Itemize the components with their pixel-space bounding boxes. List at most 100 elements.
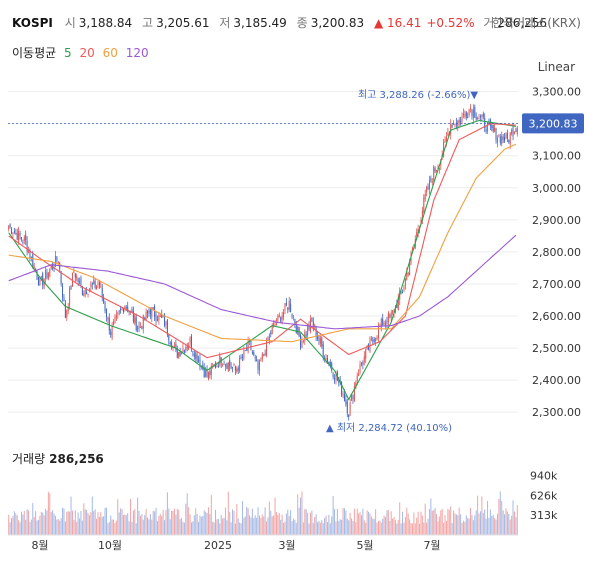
volume-bar [63, 508, 65, 535]
candle-body [168, 334, 170, 341]
candle-body [79, 280, 81, 284]
volume-bar [406, 507, 408, 535]
candle-body [80, 278, 82, 286]
volume-bar [477, 495, 479, 535]
volume-bar [465, 515, 467, 535]
open-label: 시 [64, 16, 76, 30]
candle-body [294, 318, 296, 325]
candle-body [443, 141, 445, 157]
volume-bar [501, 500, 503, 535]
volume-bar [26, 509, 28, 535]
volume-bar [229, 512, 231, 535]
volume-bar [392, 518, 394, 535]
volume-bar [124, 514, 126, 535]
volume-bar [171, 510, 173, 535]
volume-bar [267, 517, 269, 535]
change-percent: +0.52% [426, 16, 475, 30]
ma-legend-5[interactable]: 5 [64, 46, 72, 60]
candle-body [267, 339, 269, 341]
candle-body [416, 232, 418, 237]
volume-bar [233, 510, 235, 535]
volume-y-tick-label: 626k [530, 489, 558, 502]
candle-body [105, 308, 107, 318]
volume-bar [29, 522, 31, 535]
ma-legend-label: 이동평균 [12, 46, 57, 60]
candle-body [438, 167, 440, 169]
candle-body [387, 312, 389, 323]
moving-average-legend: 이동평균 5 20 60 120 [12, 44, 153, 61]
candle-body [33, 266, 35, 270]
ma-legend-120[interactable]: 120 [125, 46, 149, 60]
candle-body [128, 311, 130, 313]
candle-body [386, 321, 388, 324]
candle-body [474, 107, 476, 118]
volume-bar [161, 515, 163, 535]
volume-bar [461, 522, 463, 535]
candle-body [437, 167, 439, 169]
volume-bar [50, 511, 52, 535]
volume-bar [440, 510, 442, 535]
candle-body [485, 129, 487, 132]
volume-bar [206, 513, 208, 535]
volume-bar [257, 507, 259, 535]
ma-line-60 [8, 143, 517, 343]
candle-body [227, 362, 229, 371]
volume-bar [158, 515, 160, 535]
candle-body [145, 312, 147, 321]
candle-body [20, 237, 22, 240]
candle-body [175, 343, 177, 351]
volume-bar [8, 514, 10, 535]
candle-body [383, 323, 385, 325]
candle-body [335, 373, 337, 380]
volume-bar [458, 507, 460, 535]
candle-body [69, 288, 71, 306]
volume-bar [128, 521, 130, 535]
volume-bar [511, 515, 513, 535]
volume-bar [434, 507, 436, 535]
candle-body [454, 124, 456, 126]
volume-bar [39, 515, 41, 535]
volume-bar [433, 509, 435, 535]
volume-bar [468, 518, 470, 535]
volume-bar [93, 511, 95, 535]
x-tick-label: 2025 [204, 539, 232, 552]
scale-toggle-button[interactable]: Linear [537, 60, 575, 74]
candle-body [179, 350, 181, 357]
volume-bar [410, 523, 412, 535]
volume-bar [437, 521, 439, 535]
candle-body [285, 302, 287, 306]
candle-body [348, 414, 350, 417]
volume-bar [345, 510, 347, 535]
volume-bar [236, 503, 238, 535]
volume-bar [77, 512, 79, 535]
candle-body [178, 351, 180, 358]
volume-bar [237, 518, 239, 535]
volume-bar [494, 518, 496, 535]
volume-bar [224, 507, 226, 535]
volume-bar [266, 521, 268, 535]
y-tick-label: 2,400.00 [532, 374, 581, 387]
volume-bar [178, 509, 180, 535]
volume-bar [203, 510, 205, 535]
candle-body [359, 364, 361, 373]
candle-body [375, 338, 377, 342]
candle-body [314, 325, 316, 327]
candle-body [239, 357, 241, 372]
volume-bar [149, 513, 151, 535]
volume-bar [450, 506, 452, 535]
volume-bar [32, 503, 34, 535]
candle-body [271, 325, 273, 334]
volume-bar [25, 519, 27, 535]
candle-body [233, 364, 235, 366]
candle-body [281, 315, 283, 320]
ma-legend-20[interactable]: 20 [79, 46, 95, 60]
candle-body [481, 114, 483, 117]
volume-bar [380, 522, 382, 535]
candle-body [144, 317, 146, 320]
candle-body [444, 138, 446, 142]
volume-bar [484, 509, 486, 535]
ma-legend-60[interactable]: 60 [102, 46, 118, 60]
volume-bar [217, 518, 219, 535]
volume-bar [464, 521, 466, 535]
